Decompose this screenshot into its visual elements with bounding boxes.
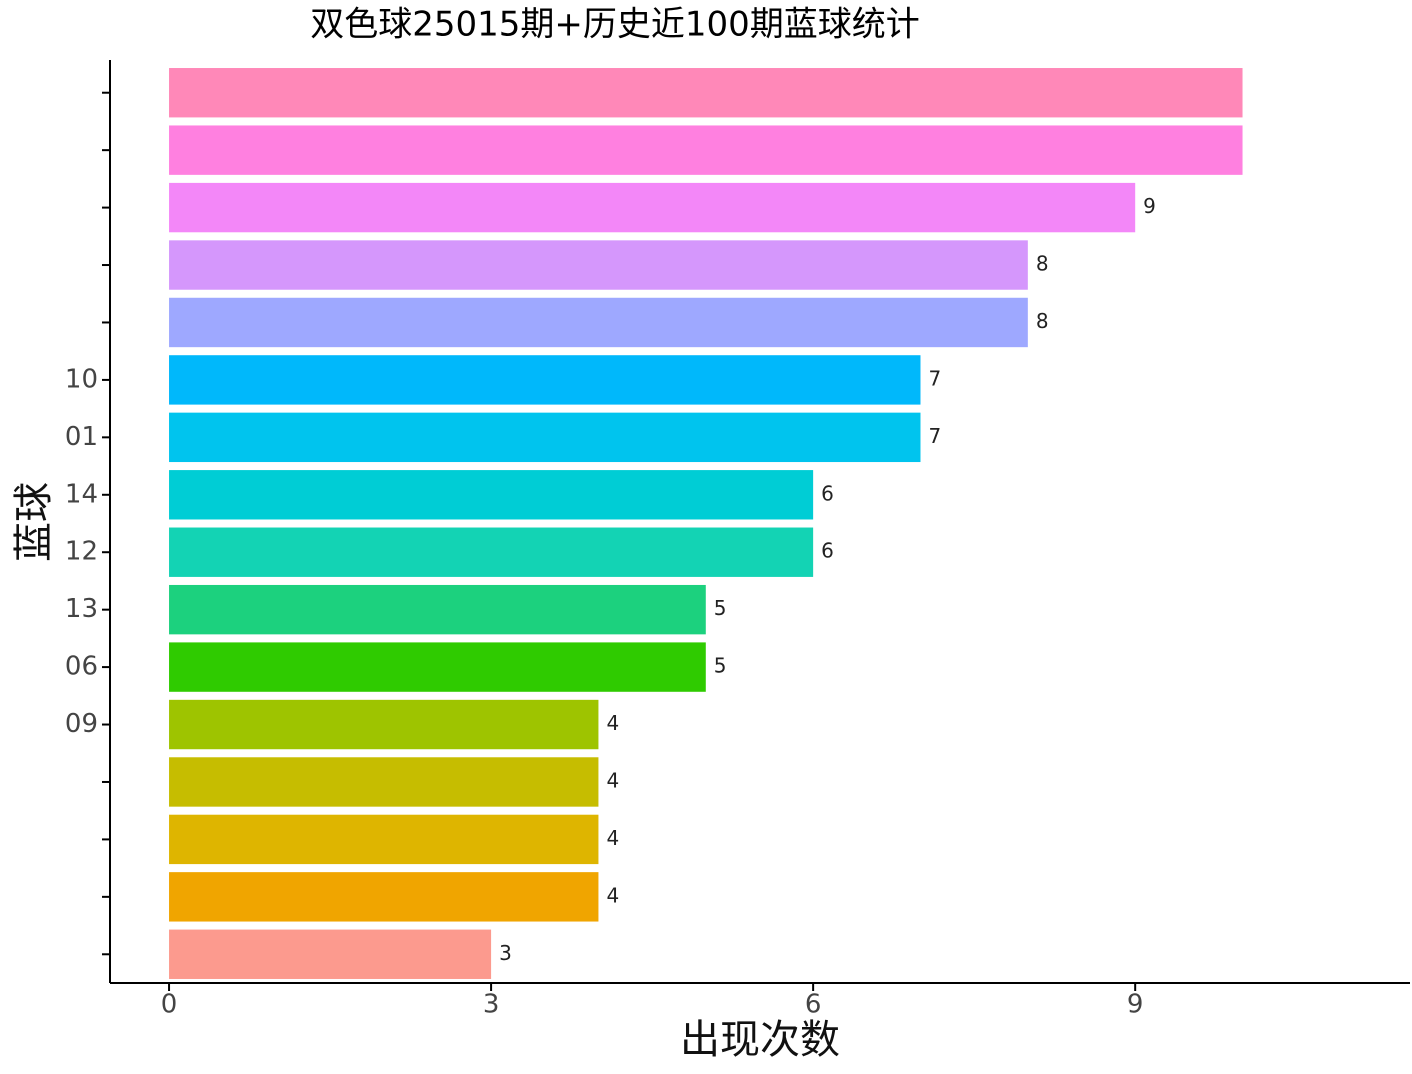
value-label: 7 [928,424,941,448]
bar [169,297,1028,348]
y-tick-label: 12 [65,537,98,567]
bar [169,470,814,520]
value-label: 6 [821,481,834,505]
value-label: 4 [606,711,619,735]
value-label: 8 [1036,309,1049,333]
y-tick-label: 06 [65,652,98,682]
bar [169,68,1243,118]
y-tick-label: 09 [65,709,98,739]
bar [169,929,492,979]
x-tick-label: 0 [161,990,178,1020]
y-tick-label: 13 [65,594,98,624]
bar [169,125,1243,175]
x-axis-title: 出现次数 [680,1017,840,1063]
value-label: 5 [714,596,727,620]
value-label: 9 [1143,194,1156,218]
bar [169,240,1028,290]
bar [169,814,599,865]
value-label: 6 [821,539,834,563]
bar [169,642,706,692]
y-tick-label: 14 [65,479,98,509]
x-tick-label: 6 [805,990,822,1020]
value-label: 8 [1036,252,1049,276]
value-label: 4 [606,826,619,850]
chart-title: 双色球25015期+历史近100期蓝球统计 [310,5,920,45]
bar [169,412,921,463]
bar [169,584,706,635]
x-tick-label: 9 [1127,990,1144,1020]
x-tick-label: 3 [483,990,500,1020]
value-label: 5 [714,654,727,678]
y-tick-label: 01 [65,422,98,452]
bar [169,527,814,577]
bar [169,872,599,922]
y-tick-label: 10 [65,364,98,394]
value-label: 7 [928,366,941,390]
bar [169,182,1136,233]
bar [169,699,599,750]
value-label: 3 [499,941,512,965]
bar [169,355,921,405]
bar [169,757,599,807]
value-label: 4 [606,768,619,792]
y-axis-title: 蓝球 [11,482,57,562]
value-label: 4 [606,883,619,907]
